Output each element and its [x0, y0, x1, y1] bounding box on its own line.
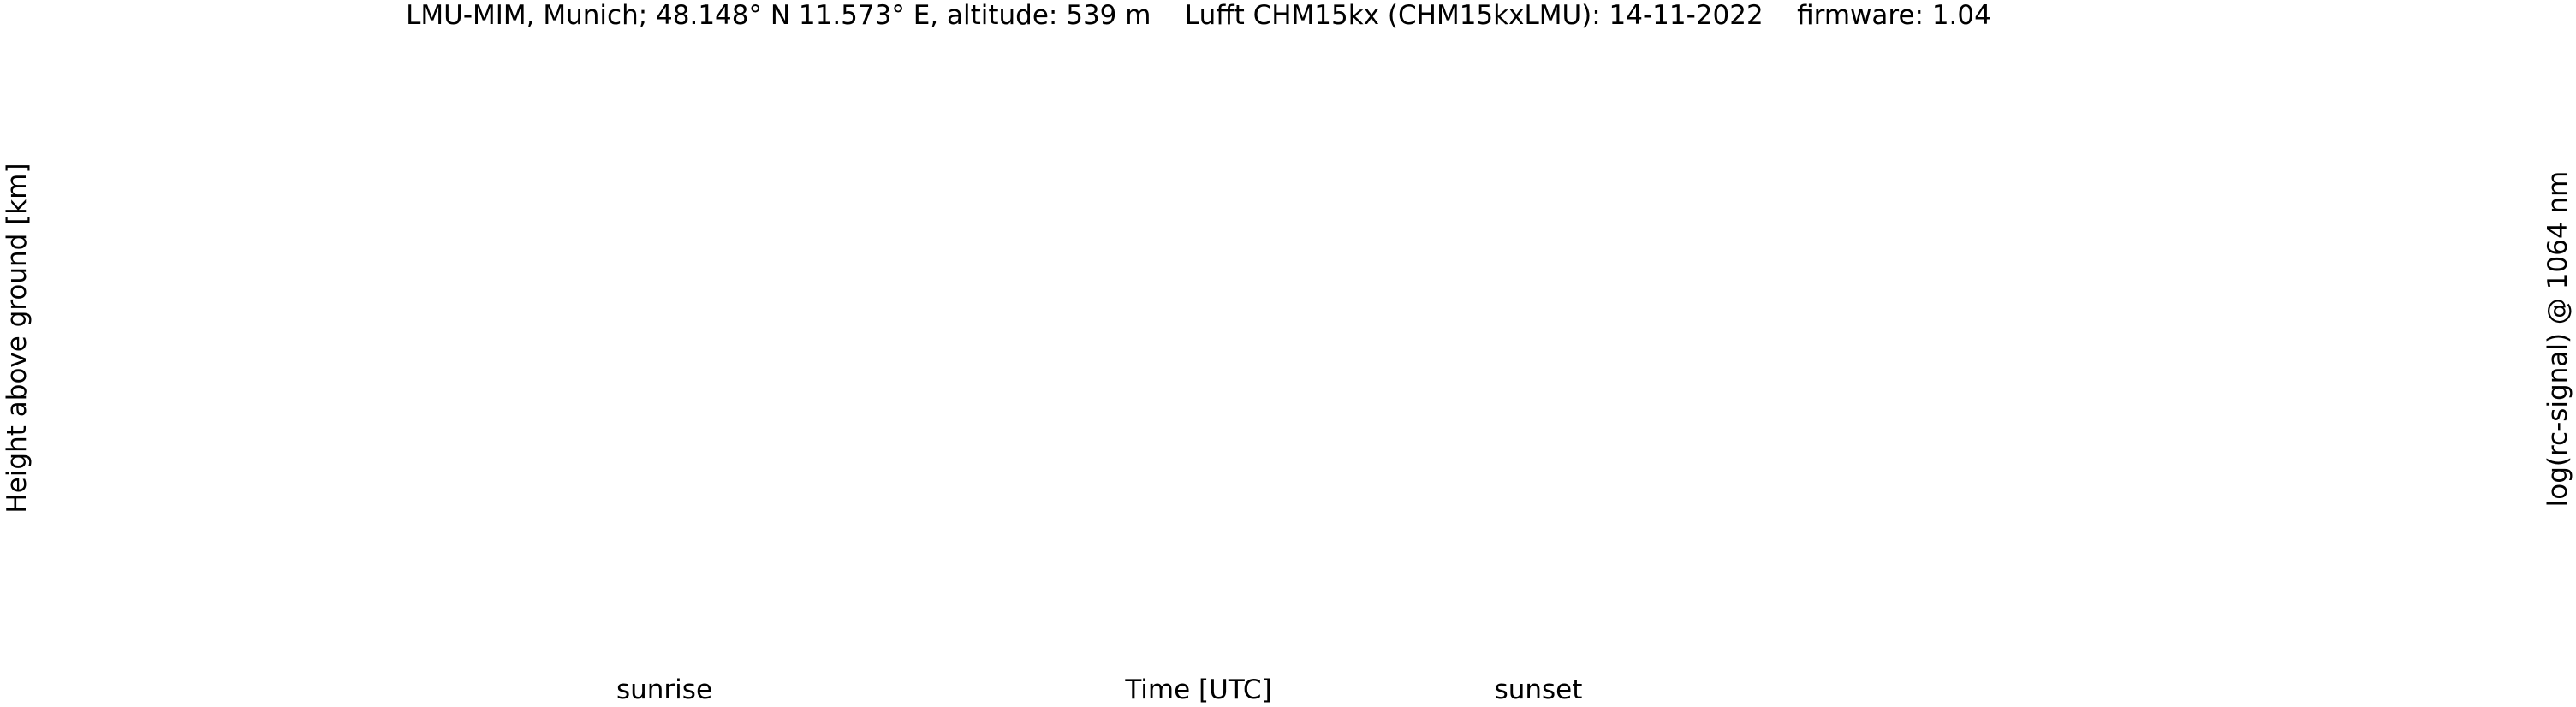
plot-title: LMU-MIM, Munich; 48.148° N 11.573° E, al…	[406, 0, 1991, 31]
y-axis-label: Height above ground [km]	[2, 163, 33, 514]
sunrise-annotation: sunrise	[616, 674, 713, 705]
sunset-annotation: sunset	[1494, 674, 1583, 705]
colorbar-label: log(rc-signal) @ 1064 nm	[2543, 170, 2573, 508]
x-axis-label: Time [UTC]	[1125, 674, 1272, 705]
